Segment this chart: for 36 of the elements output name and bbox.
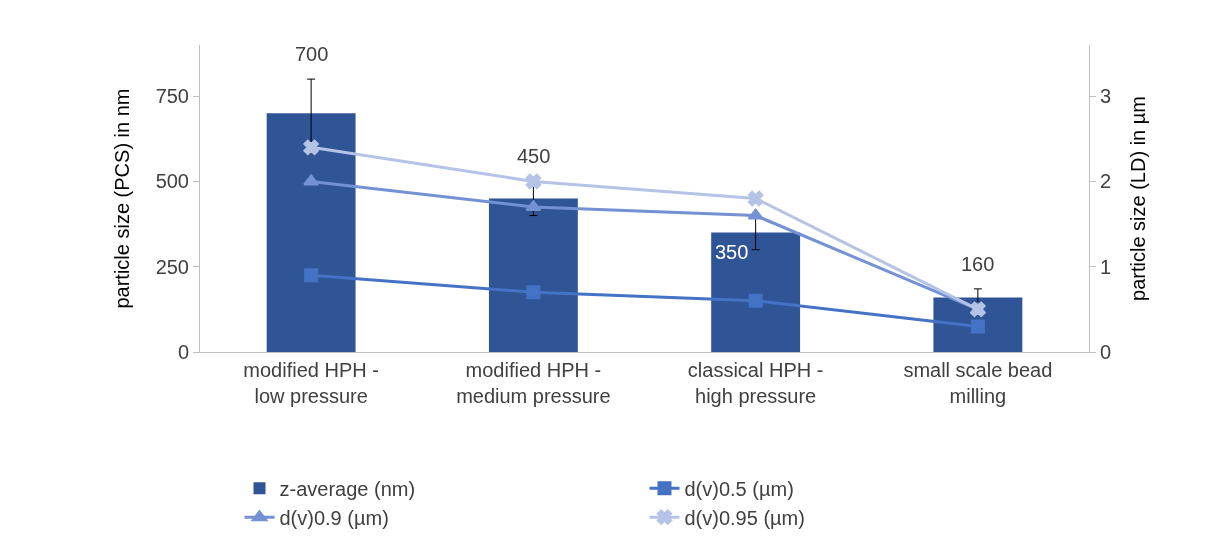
point xyxy=(525,200,542,212)
data-label: 160 xyxy=(961,253,995,275)
point xyxy=(525,173,542,190)
point xyxy=(748,293,763,308)
point xyxy=(970,319,985,334)
bar xyxy=(488,198,578,352)
y-axis-title: particle size (PCS) in nm xyxy=(111,88,134,309)
y-tick-label: 500 xyxy=(155,170,189,193)
y-tick-label: 250 xyxy=(155,255,189,278)
point xyxy=(304,268,319,283)
data-label: 450 xyxy=(517,145,551,167)
y2-tick-label: 1 xyxy=(1100,255,1112,278)
bar xyxy=(266,113,356,352)
x-tick-label: modified HPH - medium pressure xyxy=(456,359,611,407)
point xyxy=(526,285,541,300)
legend-label: d(v)0.5 (µm) xyxy=(684,477,794,500)
y2-tick-label: 0 xyxy=(1100,341,1112,363)
y2-tick-label: 3 xyxy=(1100,85,1112,108)
x-tick-label: modified HPH - low pressure xyxy=(243,359,379,407)
y2-tick-label: 2 xyxy=(1100,170,1112,193)
point xyxy=(303,174,320,186)
y-tick-label: 0 xyxy=(177,341,189,363)
data-label: 700 xyxy=(295,43,329,65)
bar xyxy=(711,232,801,352)
data-label: 350 xyxy=(715,241,749,263)
legend-label: d(v)0.9 (µm) xyxy=(279,506,389,529)
point xyxy=(970,301,986,318)
point xyxy=(747,190,764,207)
y2-axis-title: particle size (LD) in µm xyxy=(1126,96,1149,301)
x-tick-label: small scale bead milling xyxy=(903,359,1053,407)
y-tick-label: 750 xyxy=(155,85,189,108)
point xyxy=(747,208,764,220)
legend-label: d(v)0.95 (µm) xyxy=(684,506,805,529)
x-tick-label: classical HPH - high pressure xyxy=(687,359,824,407)
point xyxy=(303,139,319,156)
legend-label: z-average (nm) xyxy=(279,477,416,500)
